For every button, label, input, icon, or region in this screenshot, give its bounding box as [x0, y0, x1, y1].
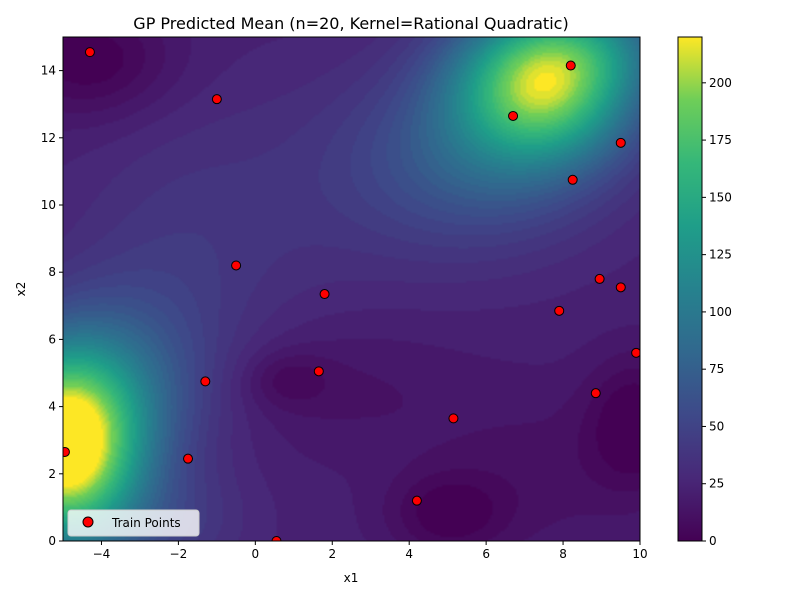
- y-tick-label: 0: [48, 534, 56, 548]
- train-point: [615, 282, 626, 293]
- train-point: [271, 536, 282, 541]
- colorbar-tick-label: 0: [709, 534, 717, 548]
- x-tick-label: −4: [93, 547, 111, 561]
- y-tick-label: 12: [41, 131, 56, 145]
- train-point: [448, 413, 459, 424]
- y-tick-label: 6: [48, 332, 56, 346]
- train-point: [554, 305, 565, 316]
- colorbar-tick-label: 150: [709, 190, 732, 204]
- train-points: [63, 47, 640, 541]
- x-axis: −4 −2 0 2 4 6 8 10: [93, 541, 648, 561]
- train-point: [567, 174, 578, 185]
- legend-marker: [82, 516, 94, 528]
- colorbar-tick-label: 75: [709, 362, 724, 376]
- y-tick-label: 8: [48, 265, 56, 279]
- train-point: [84, 47, 95, 58]
- train-point: [508, 110, 519, 121]
- train-point: [63, 446, 70, 457]
- x-tick-label: 6: [482, 547, 490, 561]
- legend-entry: Train Points: [111, 516, 181, 530]
- train-point: [200, 376, 211, 387]
- train-point: [594, 273, 605, 284]
- plot-frame: [62, 36, 641, 542]
- colorbar-tick-label: 200: [709, 76, 732, 90]
- colorbar-ticks: 0 25 50 75 100 125 150 175 200: [702, 76, 732, 548]
- chart-title: GP Predicted Mean (n=20, Kernel=Rational…: [133, 14, 568, 33]
- y-axis-label: x2: [14, 282, 28, 297]
- x-tick-label: −2: [170, 547, 188, 561]
- colorbar-tick-label: 125: [709, 248, 732, 262]
- y-tick-label: 14: [41, 64, 56, 78]
- train-point: [631, 347, 640, 358]
- y-tick-label: 4: [48, 400, 56, 414]
- x-tick-label: 4: [405, 547, 413, 561]
- train-point: [231, 260, 242, 271]
- y-tick-label: 2: [48, 467, 56, 481]
- legend-box: [67, 509, 200, 537]
- colorbar-tick-label: 25: [709, 477, 724, 491]
- colorbar-gradient: [677, 36, 703, 542]
- train-point: [319, 289, 330, 300]
- y-tick-label: 10: [41, 198, 56, 212]
- colorbar-tick-label: 175: [709, 133, 732, 147]
- train-point: [411, 495, 422, 506]
- train-point: [615, 137, 626, 148]
- x-tick-label: 10: [632, 547, 647, 561]
- train-point: [565, 60, 576, 71]
- legend: Train Points: [67, 509, 200, 537]
- heatmap-surface: [63, 37, 640, 541]
- colorbar-tick-label: 100: [709, 305, 732, 319]
- train-point: [313, 366, 324, 377]
- x-tick-label: 8: [559, 547, 567, 561]
- train-point: [211, 94, 222, 105]
- x-tick-label: 0: [252, 547, 260, 561]
- train-point: [590, 388, 601, 399]
- x-tick-label: 2: [328, 547, 336, 561]
- colorbar-tick-label: 50: [709, 419, 724, 433]
- plot-area: [62, 36, 641, 542]
- colorbar: 0 25 50 75 100 125 150 175 200: [677, 36, 732, 548]
- train-point: [183, 453, 194, 464]
- y-axis: 0 2 4 6 8 10 12 14: [41, 64, 63, 548]
- x-axis-label: x1: [344, 571, 359, 585]
